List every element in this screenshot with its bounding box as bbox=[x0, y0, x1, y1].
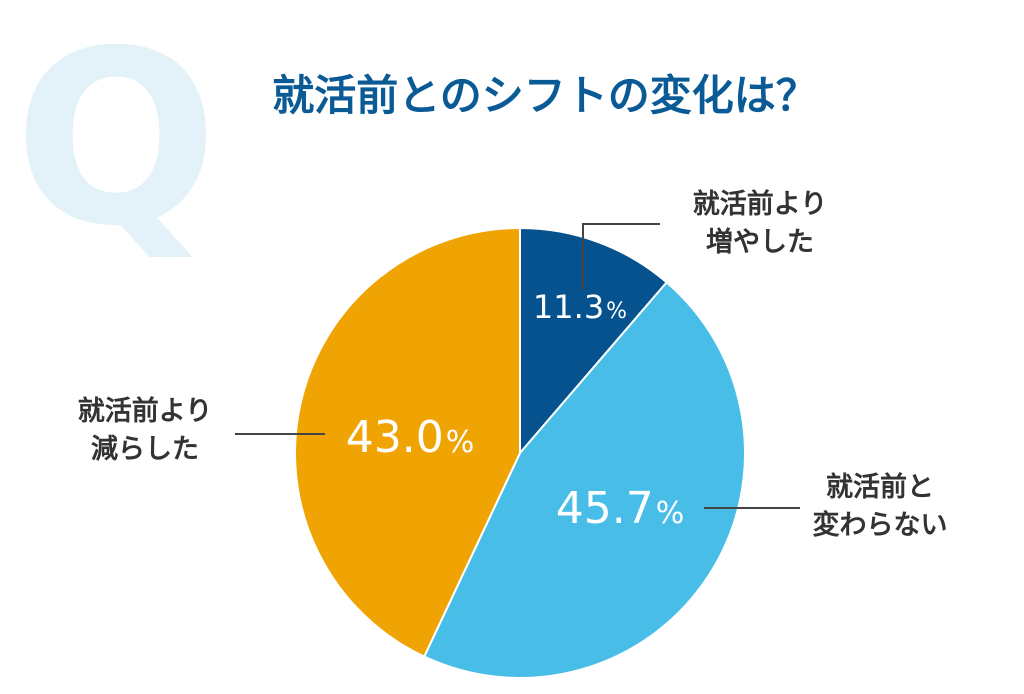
category-label-decreased: 就活前より減らした bbox=[78, 395, 212, 465]
value-label-decreased: 43.0% bbox=[346, 412, 474, 463]
category-label-unchanged: 就活前と変わらない bbox=[813, 471, 948, 541]
category-label-line: 就活前より bbox=[78, 395, 212, 427]
category-label-line: 変わらない bbox=[813, 509, 948, 541]
pie-value-labels: 11.3%45.7%43.0% bbox=[346, 288, 684, 534]
value-label-unchanged: 45.7% bbox=[556, 483, 684, 534]
value-unit-increased: % bbox=[606, 299, 627, 324]
category-label-increased: 就活前より増やした bbox=[693, 188, 827, 258]
category-label-line: 増やした bbox=[706, 226, 814, 258]
category-label-line: 減らした bbox=[91, 434, 199, 465]
value-number-decreased: 43.0 bbox=[346, 412, 444, 463]
value-label-increased: 11.3% bbox=[533, 288, 627, 326]
pie-slice-decreased bbox=[294, 226, 521, 658]
category-label-line: 就活前より bbox=[693, 188, 827, 220]
pie-slice-unchanged bbox=[422, 280, 746, 680]
pie-slices bbox=[294, 226, 746, 680]
value-number-unchanged: 45.7 bbox=[556, 483, 654, 534]
decorative-q-letter: Q bbox=[14, 0, 218, 279]
pie-leader-lines bbox=[235, 223, 800, 509]
category-label-line: 就活前と bbox=[826, 471, 934, 503]
value-number-increased: 11.3 bbox=[533, 288, 604, 326]
leader-line-increased bbox=[582, 223, 660, 290]
pie-slice-increased bbox=[519, 226, 669, 456]
value-unit-decreased: % bbox=[446, 425, 475, 460]
value-unit-unchanged: % bbox=[656, 496, 685, 531]
chart-title: 就活前とのシフトの変化は？ bbox=[272, 71, 818, 120]
